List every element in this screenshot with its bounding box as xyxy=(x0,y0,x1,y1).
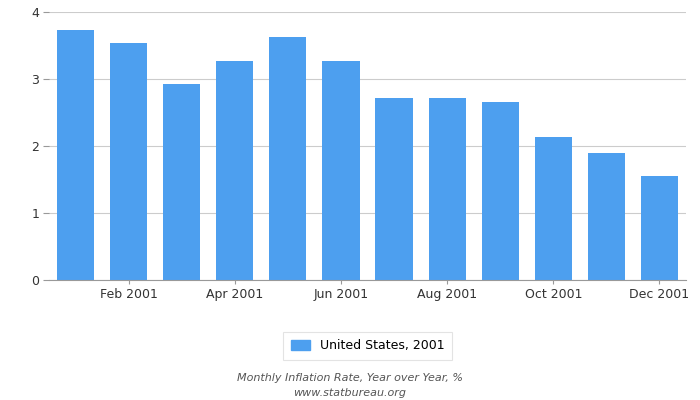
Bar xyxy=(270,38,307,280)
Text: www.statbureau.org: www.statbureau.org xyxy=(293,388,407,398)
Bar xyxy=(588,153,625,280)
Bar xyxy=(641,176,678,280)
Bar xyxy=(482,102,519,280)
Bar xyxy=(110,44,147,280)
Bar xyxy=(375,98,412,280)
Bar xyxy=(163,84,200,280)
Bar xyxy=(216,61,253,280)
Text: Monthly Inflation Rate, Year over Year, %: Monthly Inflation Rate, Year over Year, … xyxy=(237,373,463,383)
Bar xyxy=(428,98,466,280)
Bar xyxy=(323,61,360,280)
Bar xyxy=(57,30,94,280)
Bar xyxy=(535,137,572,280)
Legend: United States, 2001: United States, 2001 xyxy=(284,332,452,360)
